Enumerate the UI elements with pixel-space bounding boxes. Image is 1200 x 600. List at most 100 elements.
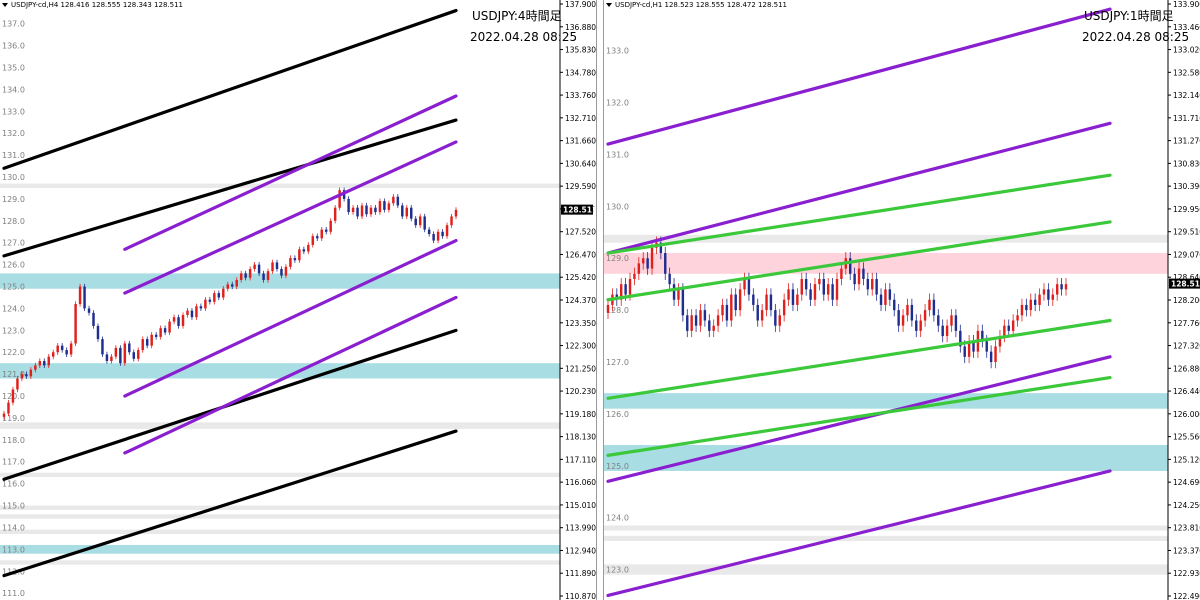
- bull-candle: [906, 304, 909, 316]
- bull-candle: [923, 310, 927, 321]
- bull-candle: [796, 294, 799, 305]
- bull-candle: [712, 325, 715, 331]
- inner-price-label: 132.0: [606, 99, 629, 108]
- axis-tick-label: 132.710: [565, 114, 596, 123]
- bull-candle: [450, 216, 453, 226]
- h4-chart-canvas[interactable]: 137.0 136.0 135.0 134.0 133.0 132.0 131.0 130.0…: [0, 0, 596, 600]
- inner-price-label: 124.0: [2, 304, 25, 313]
- inner-price-label: 113.0: [2, 545, 25, 554]
- bull-candle: [47, 356, 50, 366]
- bear-candle: [414, 218, 417, 226]
- bull-candle: [378, 201, 382, 213]
- axis-tick-label: 126.880: [1173, 364, 1200, 373]
- bull-candle: [74, 304, 77, 344]
- bear-candle: [275, 262, 279, 270]
- bear-candle: [875, 278, 878, 295]
- black-trendline: [2, 8, 458, 170]
- bull-candle: [405, 207, 409, 217]
- bear-candle: [119, 347, 122, 364]
- bear-candle: [190, 310, 194, 318]
- axis-tick-label: 135.830: [565, 46, 596, 55]
- bear-candle: [831, 284, 834, 300]
- bear-candle: [624, 284, 627, 295]
- bull-candle: [239, 273, 243, 280]
- bear-candle: [972, 341, 975, 352]
- dropdown-triangle-icon[interactable]: [606, 3, 612, 7]
- axis-tick-label: 127.760: [1173, 319, 1200, 328]
- inner-price-label: 119.0: [2, 414, 25, 423]
- bear-candle: [427, 229, 431, 234]
- inner-price-label: 123.0: [606, 566, 629, 575]
- bear-candle: [849, 258, 852, 274]
- grey-zone: [604, 564, 1168, 575]
- bear-candle: [101, 339, 104, 355]
- bear-candle: [686, 315, 689, 331]
- bull-candle: [1020, 304, 1024, 316]
- bull-candle: [289, 258, 292, 267]
- green-trendline: [606, 318, 1112, 400]
- bull-candle: [1003, 325, 1006, 337]
- bull-candle: [1011, 320, 1015, 331]
- axis-tick-label: 112.940: [565, 546, 596, 555]
- bull-candle: [628, 278, 632, 295]
- dropdown-triangle-icon[interactable]: [2, 3, 8, 7]
- bull-candle: [141, 339, 144, 351]
- bear-candle: [1047, 289, 1050, 300]
- bear-candle: [646, 258, 649, 269]
- bull-candle: [950, 315, 953, 326]
- bull-candle: [945, 325, 949, 337]
- cyan-zone: [0, 544, 560, 554]
- inner-price-label: 132.0: [2, 129, 25, 138]
- inner-price-label: 123.0: [2, 326, 25, 335]
- purple-trendline: [123, 295, 458, 455]
- green-trendline: [606, 375, 1112, 457]
- h1-chart-canvas[interactable]: 133.0 132.0 131.0 130.0 129.0 128.0 127.0 126.0…: [604, 0, 1200, 600]
- axis-tick-label: 127.520: [565, 228, 596, 237]
- panel-divider[interactable]: [596, 0, 604, 600]
- bull-candle: [222, 288, 225, 298]
- bull-candle: [195, 306, 198, 318]
- bull-candle: [114, 347, 118, 357]
- bull-candle: [620, 284, 623, 300]
- inner-price-label: 126.0: [2, 261, 25, 270]
- grey-zone: [0, 183, 560, 188]
- axis-tick-label: 133.760: [565, 91, 596, 100]
- axis-tick-label: 133.900: [1173, 0, 1200, 9]
- bull-candle: [123, 343, 127, 364]
- axis-tick-label: 122.300: [565, 342, 596, 351]
- bull-candle: [266, 271, 270, 280]
- current-price-label: 128.511: [563, 206, 596, 215]
- axis-tick-label: 122.490: [1173, 592, 1200, 600]
- bull-candle: [2, 413, 6, 417]
- bear-candle: [96, 325, 100, 340]
- purple-trendline: [606, 355, 1112, 483]
- bull-candle: [69, 343, 73, 355]
- bear-candle: [963, 346, 966, 357]
- purple-trendline: [606, 469, 1112, 598]
- inner-price-label: 118.0: [2, 436, 25, 445]
- bull-candle: [172, 317, 176, 322]
- bull-candle: [800, 278, 803, 295]
- bear-candle: [441, 231, 444, 237]
- axis-tick-label: 124.250: [1173, 501, 1200, 510]
- bear-candle: [347, 198, 350, 213]
- bear-candle: [324, 229, 328, 232]
- inner-price-label: 131.0: [606, 150, 629, 159]
- axis-tick-label: 113.990: [565, 524, 596, 533]
- bull-candle: [454, 209, 458, 217]
- purple-trendline: [606, 7, 1112, 146]
- bull-candle: [721, 304, 724, 316]
- axis-tick-label: 131.270: [1173, 137, 1200, 146]
- bear-candle: [822, 278, 825, 295]
- bull-candle: [20, 374, 24, 379]
- bear-candle: [853, 273, 856, 285]
- cyan-zone: [0, 363, 560, 379]
- bull-candle: [186, 310, 189, 316]
- axis-tick-label: 133.020: [1173, 46, 1200, 55]
- grey-zone: [604, 234, 1168, 243]
- bear-candle: [92, 312, 95, 326]
- bear-candle: [87, 308, 91, 313]
- bull-candle: [782, 299, 786, 316]
- bear-candle: [1033, 299, 1037, 305]
